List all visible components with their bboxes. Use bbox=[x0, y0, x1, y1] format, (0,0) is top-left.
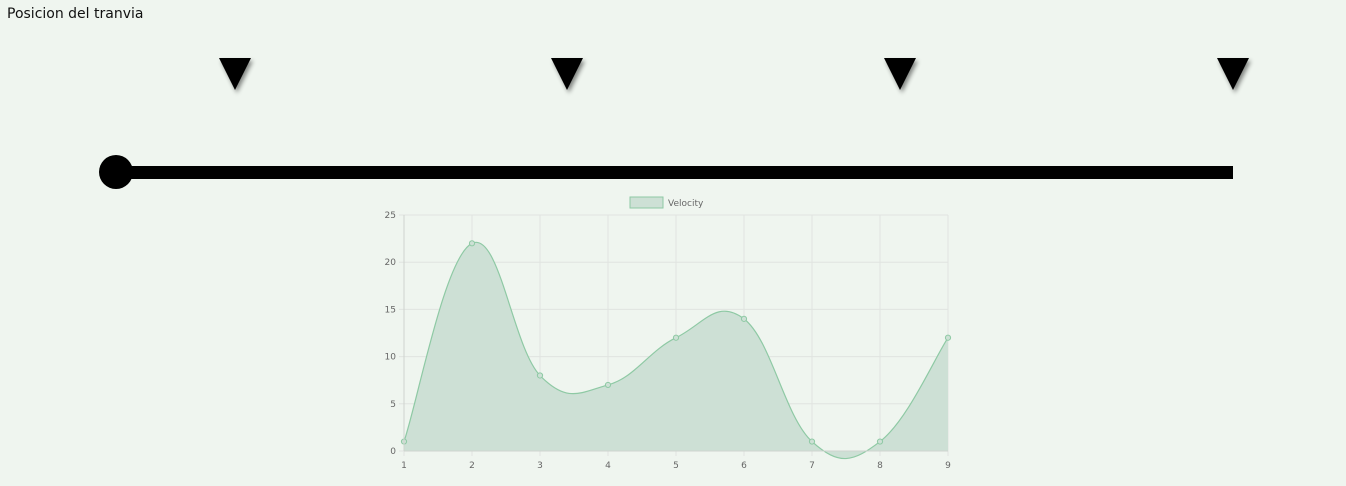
velocity-point[interactable] bbox=[808, 438, 816, 445]
y-tick-label: 20 bbox=[385, 258, 397, 268]
y-tick-label: 25 bbox=[385, 211, 396, 221]
chart-legend[interactable]: Velocity bbox=[629, 196, 704, 209]
x-tick-label: 1 bbox=[401, 461, 407, 471]
x-tick-label: 7 bbox=[809, 461, 815, 471]
velocity-chart: 0 5 10 15 20 25 1 2 3 4 5 6 7 8 9 Velocity bbox=[385, 196, 952, 471]
chart-points-layer bbox=[400, 240, 952, 445]
velocity-area bbox=[404, 242, 948, 459]
stop-marker-icon-4 bbox=[1217, 58, 1249, 90]
legend-label[interactable]: Velocity bbox=[668, 199, 704, 209]
tram-position-icon bbox=[99, 155, 133, 189]
tram-track-line bbox=[116, 166, 1233, 179]
x-tick-label: 8 bbox=[877, 461, 883, 471]
x-tick-label: 2 bbox=[469, 461, 475, 471]
x-tick-label: 6 bbox=[741, 461, 747, 471]
velocity-point[interactable] bbox=[740, 315, 748, 322]
stop-marker-icon-2 bbox=[551, 58, 583, 90]
x-tick-label: 4 bbox=[605, 461, 611, 471]
y-tick-label: 5 bbox=[390, 400, 396, 410]
velocity-point[interactable] bbox=[876, 438, 884, 445]
y-tick-label: 10 bbox=[385, 353, 397, 363]
chart-axes: 0 5 10 15 20 25 1 2 3 4 5 6 7 8 9 bbox=[385, 211, 952, 471]
velocity-point[interactable] bbox=[604, 381, 612, 389]
x-tick-label: 9 bbox=[945, 461, 951, 471]
legend-swatch[interactable] bbox=[629, 196, 664, 209]
x-tick-label: 3 bbox=[537, 461, 543, 471]
stop-marker-icon-3 bbox=[884, 58, 916, 90]
stop-marker-icon-1 bbox=[219, 58, 251, 90]
page-title: Posicion del tranvia bbox=[7, 6, 144, 22]
velocity-point[interactable] bbox=[536, 372, 544, 379]
x-tick-label: 5 bbox=[673, 461, 679, 471]
y-tick-label: 0 bbox=[390, 447, 396, 457]
velocity-point[interactable] bbox=[468, 240, 476, 247]
velocity-point[interactable] bbox=[672, 334, 680, 341]
y-tick-label: 15 bbox=[385, 305, 396, 315]
velocity-point[interactable] bbox=[944, 334, 952, 341]
